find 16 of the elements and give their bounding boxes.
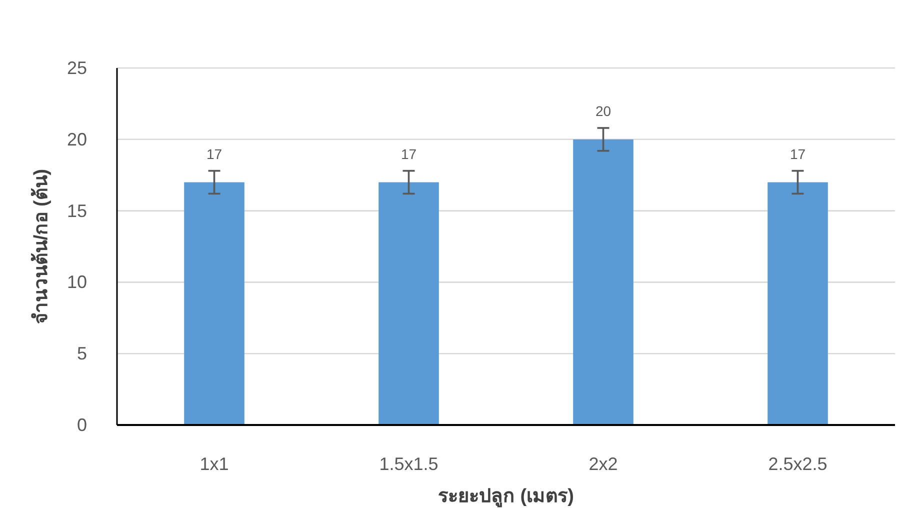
y-tick-label: 15 bbox=[66, 200, 87, 221]
y-tick-label: 5 bbox=[76, 344, 87, 364]
x-tick-label: 2.5x2.5 bbox=[768, 454, 828, 474]
y-axis-title: จำนวนต้น/กอ (ต้น) bbox=[30, 168, 52, 324]
y-tick-label: 0 bbox=[76, 415, 87, 435]
y-tick-label: 25 bbox=[66, 58, 87, 78]
x-tick-label: 2x2 bbox=[588, 454, 618, 474]
y-tick-label: 10 bbox=[66, 272, 87, 292]
data-label: 17 bbox=[790, 146, 806, 162]
data-label: 17 bbox=[206, 146, 222, 162]
data-label: 20 bbox=[595, 102, 612, 119]
x-axis-title: ระยะปลูก (เมตร) bbox=[438, 486, 574, 508]
y-tick-label: 20 bbox=[66, 129, 87, 150]
x-tick-label: 1x1 bbox=[200, 454, 229, 474]
data-label: 17 bbox=[400, 146, 417, 162]
x-tick-label: 1.5x1.5 bbox=[379, 454, 438, 474]
